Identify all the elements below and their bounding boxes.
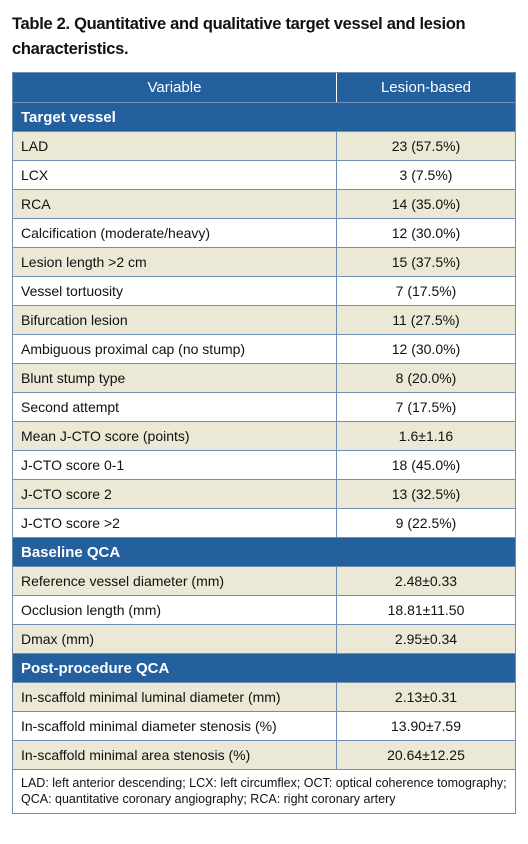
value-cell: 13.90±7.59	[391, 718, 461, 734]
table-row: In-scaffold minimal luminal diameter (mm…	[13, 682, 515, 711]
variable-cell: Calcification (moderate/heavy)	[13, 219, 337, 247]
variable-cell: Ambiguous proximal cap (no stump)	[13, 335, 337, 363]
table: Variable Lesion-based Target vessel LAD 23 (…	[12, 72, 516, 814]
variable-cell: In-scaffold minimal luminal diameter (mm…	[13, 683, 337, 711]
header-cell: Variable	[13, 73, 337, 102]
table-row: Occlusion length (mm) 18.81±11.50	[13, 595, 515, 624]
value-cell: 2.13±0.31	[394, 689, 458, 705]
table-row: Blunt stump type 8 (20.0%)	[13, 363, 515, 392]
table-row: RCA 14 (35.0%)	[13, 189, 515, 218]
table-row: J-CTO score 0-1 18 (45.0%)	[13, 450, 515, 479]
value-cell: 18 (45.0%)	[391, 457, 461, 473]
value-cell: 20.64±12.25	[387, 747, 465, 763]
variable-cell: In-scaffold minimal area stenosis (%)	[13, 741, 337, 769]
value-cell: 14 (35.0%)	[391, 196, 461, 212]
header-cell: Lesion-based	[380, 79, 472, 96]
table-row: Mean J-CTO score (points) 1.6±1.16	[13, 421, 515, 450]
variable-cell: Bifurcation lesion	[13, 306, 337, 334]
header-row: Variable Lesion-based	[13, 73, 515, 102]
table-row: Bifurcation lesion 11 (27.5%)	[13, 305, 515, 334]
value-cell: 3 (7.5%)	[399, 167, 453, 183]
variable-cell: Vessel tortuosity	[13, 277, 337, 305]
section-title: Baseline QCA	[13, 537, 515, 566]
section-title: Target vessel	[13, 102, 515, 131]
variable-cell: RCA	[13, 190, 337, 218]
table-row: Ambiguous proximal cap (no stump) 12 (30.…	[13, 334, 515, 363]
variable-cell: Blunt stump type	[13, 364, 337, 392]
value-cell: 13 (32.5%)	[391, 486, 461, 502]
variable-cell: Reference vessel diameter (mm)	[13, 567, 337, 595]
value-cell: 23 (57.5%)	[391, 138, 461, 154]
variable-cell: Mean J-CTO score (points)	[13, 422, 337, 450]
table-row: Reference vessel diameter (mm) 2.48±0.33	[13, 566, 515, 595]
variable-cell: J-CTO score >2	[13, 509, 337, 537]
table-row: Calcification (moderate/heavy) 12 (30.0%)	[13, 218, 515, 247]
value-cell: 15 (37.5%)	[391, 254, 461, 270]
value-cell: 11 (27.5%)	[392, 312, 460, 328]
table-row: J-CTO score 2 13 (32.5%)	[13, 479, 515, 508]
variable-cell: J-CTO score 0-1	[13, 451, 337, 479]
variable-cell: Second attempt	[13, 393, 337, 421]
table-row: Dmax (mm) 2.95±0.34	[13, 624, 515, 653]
value-cell: 7 (17.5%)	[395, 399, 457, 415]
value-cell: 7 (17.5%)	[395, 283, 457, 299]
value-cell: 18.81±11.50	[387, 602, 465, 618]
value-cell: 9 (22.5%)	[395, 515, 457, 531]
variable-cell: Occlusion length (mm)	[13, 596, 337, 624]
value-cell: 1.6±1.16	[398, 428, 454, 444]
table-row: Lesion length >2 cm 15 (37.5%)	[13, 247, 515, 276]
table-row: In-scaffold minimal diameter stenosis (%…	[13, 711, 515, 740]
table-row: Second attempt 7 (17.5%)	[13, 392, 515, 421]
table-title: Table 2. Quantitative and qualitative ta…	[12, 15, 466, 58]
variable-cell: LCX	[13, 161, 337, 189]
table-row: Vessel tortuosity 7 (17.5%)	[13, 276, 515, 305]
variable-cell: Lesion length >2 cm	[13, 248, 337, 276]
table-row: J-CTO score >2 9 (22.5%)	[13, 508, 515, 537]
table-row: LAD 23 (57.5%)	[13, 131, 515, 160]
variable-cell: LAD	[13, 132, 337, 160]
variable-cell: J-CTO score 2	[13, 480, 337, 508]
variable-cell: Dmax (mm)	[13, 625, 337, 653]
value-cell: 2.48±0.33	[394, 573, 458, 589]
section-title: Post-procedure QCA	[13, 653, 515, 682]
table-row: In-scaffold minimal area stenosis (%) 20.…	[13, 740, 515, 769]
variable-cell: In-scaffold minimal diameter stenosis (%…	[13, 712, 337, 740]
value-cell: 12 (30.0%)	[391, 225, 461, 241]
table-row: LCX 3 (7.5%)	[13, 160, 515, 189]
value-cell: 12 (30.0%)	[391, 341, 461, 357]
value-cell: 8 (20.0%)	[395, 370, 457, 386]
value-cell: 2.95±0.34	[394, 631, 458, 647]
footnote: LAD: left anterior descending; LCX: left…	[13, 769, 515, 813]
